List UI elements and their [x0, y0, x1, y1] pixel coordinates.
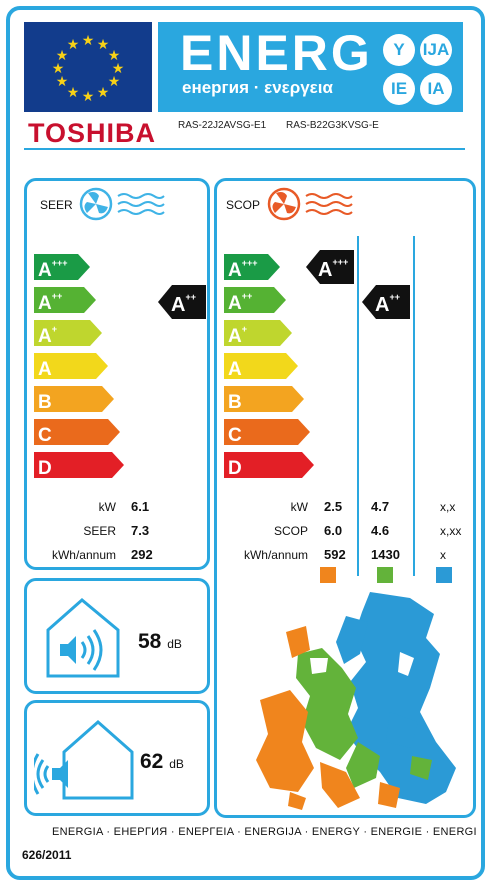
svg-text:★: ★ [67, 37, 80, 53]
seer-scale-b: B [34, 386, 114, 413]
seer-title: SEER [40, 198, 73, 212]
scop-value-colder: x,xx [440, 524, 462, 538]
model-outdoor: RAS-B22G3KVSG-E [286, 120, 379, 131]
scop-rating-arrow-average: A++ [362, 285, 410, 319]
seer-scale-d: D [34, 452, 124, 479]
seer-panel [24, 178, 210, 570]
seer-row-label: kW [98, 500, 116, 514]
seer-scale-aplus2: A++ [34, 287, 96, 314]
svg-text:★: ★ [56, 48, 69, 64]
scop-panel [214, 178, 476, 818]
svg-text:D: D [228, 458, 242, 479]
svg-text:★: ★ [56, 74, 69, 90]
seer-row-label: SEER [83, 524, 116, 538]
energy-word: ENERG [180, 25, 373, 81]
svg-text:B: B [38, 392, 52, 413]
svg-text:★: ★ [97, 85, 110, 101]
seer-scale-c: C [34, 419, 120, 446]
zone-swatch-warmer [320, 567, 336, 583]
scop-value-average: 4.6 [371, 523, 390, 538]
scop-value-average: 1430 [371, 547, 400, 562]
footer-languages: ENERGIA · ЕНЕРГИЯ · ΕΝΕΡΓΕΙΑ · ENERGIJA … [52, 826, 477, 838]
scop-rating-arrow-warmer: A+++ [306, 250, 354, 284]
scop-column-divider [413, 236, 415, 576]
scop-scale-aplus2: A++ [224, 287, 286, 314]
lang-circle-ija: IJA [420, 34, 452, 66]
scop-title: SCOP [226, 198, 261, 212]
scop-row-label: SCOP [273, 524, 308, 538]
zone-swatch-average [377, 567, 393, 583]
lang-circle-ie: IE [383, 73, 415, 105]
scop-scale-aplus: A+ [224, 320, 292, 347]
outdoor-noise-unit: dB [169, 757, 184, 771]
indoor-noise-value: 58 [138, 630, 162, 653]
regulation-number: 626/2011 [22, 848, 72, 862]
scop-row-label: kWh/annum [243, 548, 308, 562]
scop-value-warmer: 6.0 [324, 523, 343, 538]
indoor-unit-sound-icon [46, 598, 120, 678]
seer-row-label: kWh/annum [51, 548, 116, 562]
scop-scale-a: A [224, 353, 298, 380]
scop-value-average: 4.7 [371, 499, 390, 514]
svg-text:★: ★ [108, 48, 121, 64]
scop-value-warmer: 592 [324, 547, 346, 562]
svg-text:★: ★ [82, 33, 95, 49]
energy-subtitle: енергия · ενεργεια [182, 78, 333, 97]
svg-text:★: ★ [97, 37, 110, 53]
scop-efficiency-scale: A+++ A++ A+ A B C D [224, 254, 314, 479]
indoor-noise-level: 58 dB [138, 630, 182, 654]
svg-text:C: C [38, 425, 52, 446]
cooling-fan-icon [78, 186, 168, 227]
scop-value-warmer: 2.5 [324, 499, 343, 514]
heating-fan-icon [266, 186, 356, 227]
scop-scale-c: C [224, 419, 310, 446]
outdoor-noise-level: 62 dB [140, 750, 184, 774]
indoor-noise-unit: dB [167, 637, 182, 651]
zone-swatch-colder [436, 567, 452, 583]
svg-text:D: D [38, 458, 52, 479]
seer-row-value: 292 [131, 547, 153, 562]
lang-circle-y: Y [383, 34, 415, 66]
seer-row-value: 7.3 [131, 523, 150, 538]
scop-scale-aplus3: A+++ [224, 254, 280, 281]
scop-row-label: kW [290, 500, 308, 514]
lang-circle-ia: IA [420, 73, 452, 105]
svg-text:★: ★ [52, 61, 65, 77]
header-divider [24, 148, 465, 150]
eu-stars-icon: ★ ★★ ★★★ ★★★ ★★★ [52, 33, 125, 105]
svg-text:A: A [38, 359, 52, 380]
outdoor-noise-value: 62 [140, 750, 164, 773]
outdoor-noise-panel [24, 700, 210, 816]
seer-efficiency-scale: A+++ A++ A+ A B C D [34, 254, 124, 479]
svg-text:★: ★ [82, 89, 95, 105]
svg-text:A: A [228, 359, 242, 380]
outdoor-unit-sound-icon [34, 719, 134, 800]
seer-scale-aplus: A+ [34, 320, 102, 347]
svg-text:★: ★ [112, 61, 125, 77]
scop-value-colder: x,x [440, 500, 456, 514]
scop-scale-b: B [224, 386, 304, 413]
svg-text:★: ★ [108, 74, 121, 90]
europe-climate-zone-map [256, 592, 456, 810]
scop-column-divider [357, 236, 359, 576]
brand-logo: TOSHIBA [28, 118, 157, 148]
model-indoor: RAS-22J2AVSG-E1 [178, 120, 267, 131]
seer-row-value: 6.1 [131, 499, 150, 514]
svg-text:C: C [228, 425, 242, 446]
svg-text:★: ★ [67, 85, 80, 101]
seer-scale-aplus3: A+++ [34, 254, 90, 281]
seer-rating-arrow: A++ [158, 285, 206, 319]
indoor-noise-panel [24, 578, 210, 694]
svg-text:B: B [228, 392, 242, 413]
seer-scale-a: A [34, 353, 108, 380]
eu-flag: ★ ★ ★ ★ ★ ★ ★ ★ ★ ★ ★ ★ [24, 22, 152, 112]
scop-value-colder: x [440, 548, 446, 562]
scop-scale-d: D [224, 452, 314, 479]
